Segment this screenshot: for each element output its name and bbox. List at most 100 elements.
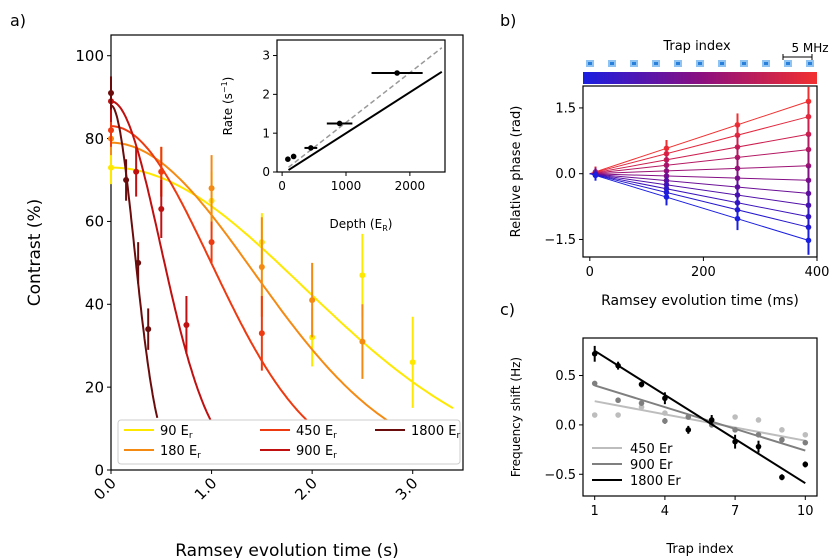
y-tick-label: 0 — [262, 165, 270, 179]
data-point — [638, 400, 645, 406]
inset-y-label-tail: ) — [221, 77, 235, 82]
y-tick-label: 0.5 — [555, 369, 576, 384]
data-point — [805, 131, 812, 138]
scale-bar-label: 5 MHz — [791, 41, 828, 55]
x-axis-label: Ramsey evolution time (ms) — [601, 293, 799, 309]
data-point — [592, 172, 599, 179]
data-point — [158, 168, 165, 175]
y-tick-label: 0 — [94, 461, 104, 479]
legend-label: 900 Er — [630, 458, 673, 473]
data-point — [805, 237, 812, 244]
legend-label: 180 Er — [160, 444, 201, 461]
plot-background — [277, 40, 445, 172]
x-tick-label: 0 — [278, 179, 286, 193]
plot-frame — [276, 39, 446, 173]
data-point — [591, 412, 598, 418]
data-point — [290, 153, 297, 160]
data-point — [591, 380, 598, 387]
data-point — [779, 427, 785, 433]
legend-label-sub: r — [333, 451, 337, 461]
data-point — [663, 194, 670, 200]
data-point — [779, 474, 785, 481]
data-point — [802, 439, 809, 446]
x-tick-label: 4 — [661, 504, 669, 519]
phase-fit-line — [589, 173, 809, 241]
legend-label-text: 180 E — [160, 444, 197, 459]
inset-x-label-tail: ) — [388, 217, 393, 231]
inset-x-label-sub: R — [382, 224, 388, 233]
y-tick-label: 0.0 — [555, 167, 576, 182]
data-point — [638, 404, 645, 410]
data-point — [158, 206, 165, 212]
data-point — [183, 322, 190, 328]
legend-label: 90 Er — [160, 424, 193, 441]
y-tick-label: 2 — [262, 88, 270, 102]
trap-index-title: Trap index — [662, 39, 731, 54]
plot-frame — [582, 337, 818, 497]
legend-label-sub: r — [189, 431, 193, 441]
legend-label-text: 90 E — [160, 424, 189, 439]
data-point — [732, 414, 738, 420]
plot-frame — [110, 34, 464, 471]
legend-label: 450 Er — [296, 424, 337, 441]
y-axis-label: Frequency shift (Hz) — [509, 357, 523, 477]
fit-curve-0 — [111, 166, 454, 409]
y-tick-label: 1 — [262, 126, 270, 140]
data-point — [615, 362, 621, 369]
x-tick-label: 10 — [797, 504, 814, 519]
fit-curve-1 — [110, 141, 404, 431]
data-point — [685, 427, 692, 433]
data-point — [805, 146, 812, 153]
legend-label-sub: r — [197, 451, 201, 461]
x-axis-label: Trap index — [665, 542, 734, 557]
data-point — [662, 418, 668, 424]
data-point — [802, 461, 809, 468]
data-point — [258, 264, 265, 270]
x-tick-label: 1 — [591, 504, 599, 519]
data-point — [755, 431, 762, 438]
legend-label-text: 900 E — [296, 444, 333, 459]
legend-label-sub: r — [333, 431, 337, 441]
phase-fit-line — [589, 173, 809, 206]
x-axis-label: Ramsey evolution time (s) — [175, 541, 399, 558]
trap-color-bar — [583, 72, 817, 84]
data-point — [779, 436, 785, 443]
y-tick-label: −0.5 — [544, 468, 576, 483]
phase-fit-line — [589, 116, 809, 175]
legend-label: 450 Er — [630, 442, 673, 457]
legend-label: 900 Er — [296, 444, 337, 461]
inset-x-axis-label: Depth (ER) — [330, 217, 393, 233]
data-point — [285, 156, 291, 162]
trap-spot-core — [786, 62, 790, 65]
trap-spot-core — [742, 62, 746, 65]
fit-curve-2 — [110, 125, 308, 422]
panel-label-c: c) — [500, 300, 515, 319]
plot-frame — [582, 85, 818, 258]
trap-spot-core — [588, 62, 592, 65]
data-point — [685, 414, 692, 420]
x-tick-label: 1000 — [331, 179, 362, 193]
inset-y-axis-label: Rate (s−1) — [220, 77, 235, 136]
legend-label: 1800 Er — [411, 424, 460, 441]
y-tick-label: 60 — [85, 213, 104, 231]
data-point — [359, 338, 366, 345]
x-tick-label: 3.0 — [392, 474, 422, 504]
data-point — [394, 70, 400, 76]
data-point — [108, 127, 114, 134]
legend — [117, 419, 461, 465]
x-tick-label: 2000 — [395, 179, 426, 193]
trap-spot-core — [610, 62, 614, 65]
x-tick-label: 2.0 — [291, 474, 321, 504]
data-point — [336, 120, 343, 127]
phase-fit-line — [589, 173, 809, 181]
inset-y-label-text: Rate (s — [221, 93, 235, 135]
model-line — [287, 70, 443, 171]
data-point — [755, 443, 762, 450]
phase-fit-line — [589, 173, 809, 194]
y-tick-label: 20 — [85, 378, 104, 396]
x-tick-label: 0 — [586, 265, 594, 280]
data-point — [123, 177, 130, 183]
trap-spot-core — [654, 62, 658, 65]
fit-curve-3 — [110, 100, 213, 423]
